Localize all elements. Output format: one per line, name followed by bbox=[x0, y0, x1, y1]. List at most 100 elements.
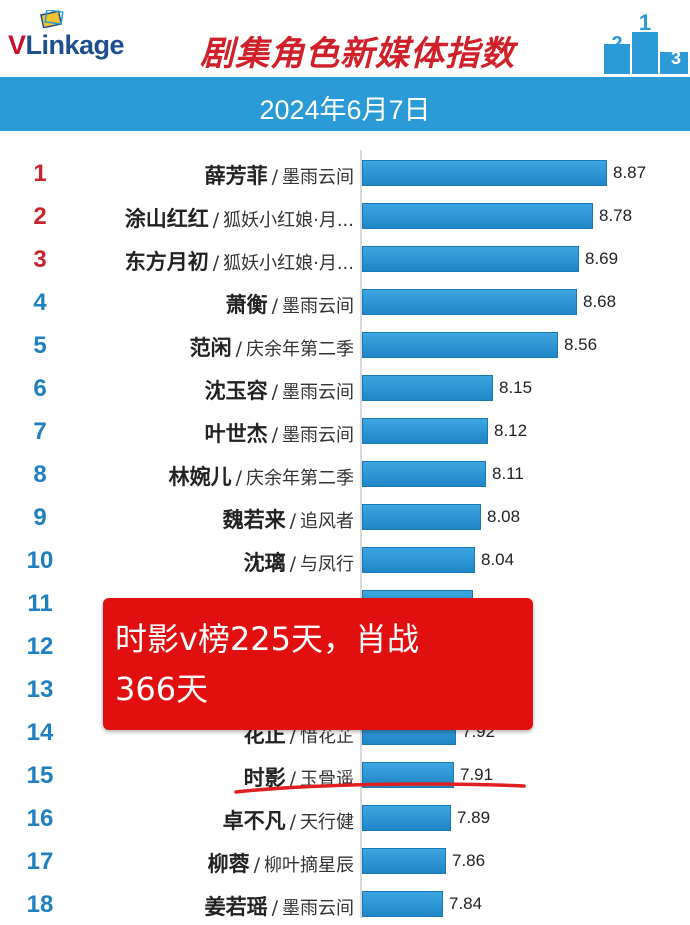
label-separator: / bbox=[253, 854, 260, 876]
logo-v: V bbox=[8, 30, 26, 60]
axis-line bbox=[360, 150, 362, 918]
rank-number: 15 bbox=[26, 762, 54, 789]
row-label: 林婉儿 / 庆余年第二季 bbox=[169, 461, 354, 491]
value-label: 8.56 bbox=[564, 335, 598, 354]
value-bar bbox=[362, 504, 481, 530]
rank-number: 7 bbox=[33, 418, 47, 445]
character-name: 萧衡 bbox=[225, 293, 268, 317]
row-label: 柳蓉 / 柳叶摘星辰 bbox=[208, 848, 354, 878]
value-label: 7.86 bbox=[452, 851, 486, 870]
row-label: 沈玉容 / 墨雨云间 bbox=[205, 375, 354, 405]
character-name: 柳蓉 bbox=[207, 852, 250, 876]
value-bar bbox=[362, 332, 558, 358]
logo-text: Linkage bbox=[25, 30, 125, 60]
caption-overlay: 时影v榜225天，肖战 366天 bbox=[103, 598, 533, 730]
row-label: 叶世杰 / 墨雨云间 bbox=[205, 418, 354, 448]
value-label: 8.04 bbox=[481, 550, 515, 569]
character-name: 东方月初 bbox=[124, 250, 209, 274]
label-separator: / bbox=[289, 553, 296, 575]
value-bar bbox=[362, 418, 488, 444]
podium-icon: 2 1 3 bbox=[604, 10, 688, 74]
character-name: 薛芳菲 bbox=[204, 164, 268, 188]
chart-row: 7 叶世杰 / 墨雨云间 8.12 bbox=[0, 412, 690, 452]
value-bar bbox=[362, 160, 607, 186]
value-label: 8.15 bbox=[499, 378, 533, 397]
podium-first: 1 bbox=[639, 10, 651, 35]
value-label: 7.91 bbox=[460, 765, 494, 784]
show-name: 墨雨云间 bbox=[282, 167, 354, 188]
value-bar bbox=[362, 246, 579, 272]
character-name: 魏若来 bbox=[222, 508, 286, 532]
label-separator: / bbox=[212, 209, 220, 231]
chart-row: 4 萧衡 / 墨雨云间 8.68 bbox=[0, 283, 690, 323]
row-label: 东方月初 / 狐妖小红娘·月... bbox=[125, 246, 354, 276]
podium-second: 2 bbox=[611, 33, 622, 55]
rank-number: 16 bbox=[26, 805, 54, 832]
value-bar bbox=[362, 203, 593, 229]
label-separator: / bbox=[271, 424, 278, 446]
label-separator: / bbox=[271, 295, 278, 317]
label-separator: / bbox=[235, 338, 242, 360]
value-bar bbox=[362, 848, 446, 874]
podium-third: 3 bbox=[671, 48, 681, 68]
show-name: 庆余年第二季 bbox=[246, 339, 354, 360]
rank-number: 14 bbox=[26, 719, 54, 746]
chart-row: 16 卓不凡 / 天行健 7.89 bbox=[0, 799, 690, 839]
value-label: 8.08 bbox=[487, 507, 521, 526]
row-label: 魏若来 / 追风者 bbox=[223, 504, 354, 534]
rank-number: 1 bbox=[33, 160, 47, 187]
value-bar bbox=[362, 289, 577, 315]
rank-number: 3 bbox=[33, 246, 47, 273]
label-separator: / bbox=[289, 510, 296, 532]
date-banner bbox=[0, 77, 690, 131]
show-name: 狐妖小红娘·月... bbox=[223, 210, 354, 231]
rank-number: 4 bbox=[33, 289, 47, 316]
rank-number: 12 bbox=[26, 633, 54, 660]
rank-number: 6 bbox=[33, 375, 47, 402]
character-name: 沈璃 bbox=[243, 551, 286, 575]
show-name: 与凤行 bbox=[300, 554, 354, 575]
rank-number: 11 bbox=[27, 590, 53, 617]
brand-logo: VLinkage bbox=[8, 30, 125, 61]
show-name: 天行健 bbox=[300, 812, 354, 833]
label-separator: / bbox=[212, 252, 220, 274]
value-bar bbox=[362, 375, 493, 401]
character-name: 叶世杰 bbox=[204, 422, 268, 446]
chart-row: 5 范闲 / 庆余年第二季 8.56 bbox=[0, 326, 690, 366]
rank-number: 10 bbox=[26, 547, 54, 574]
character-name: 姜若瑶 bbox=[204, 895, 268, 919]
header: VLinkage 剧集角色新媒体指数 2 1 3 bbox=[0, 0, 690, 76]
chart-row: 3 东方月初 / 狐妖小红娘·月... 8.69 bbox=[0, 240, 690, 280]
row-label: 范闲 / 庆余年第二季 bbox=[190, 332, 354, 362]
page-title: 剧集角色新媒体指数 bbox=[200, 34, 515, 74]
value-label: 8.78 bbox=[599, 206, 633, 225]
rank-number: 5 bbox=[33, 332, 47, 359]
chart-row: 17 柳蓉 / 柳叶摘星辰 7.86 bbox=[0, 842, 690, 882]
row-label: 姜若瑶 / 墨雨云间 bbox=[205, 891, 354, 921]
rank-number: 13 bbox=[26, 676, 54, 703]
show-name: 墨雨云间 bbox=[282, 296, 354, 317]
chart-row: 9 魏若来 / 追风者 8.08 bbox=[0, 498, 690, 538]
show-name: 惜花芷 bbox=[300, 726, 354, 747]
show-name: 柳叶摘星辰 bbox=[264, 855, 354, 876]
show-name: 庆余年第二季 bbox=[246, 468, 354, 489]
character-name: 卓不凡 bbox=[222, 809, 286, 833]
row-label: 薛芳菲 / 墨雨云间 bbox=[205, 160, 354, 190]
chart-row: 10 沈璃 / 与凤行 8.04 bbox=[0, 541, 690, 581]
label-separator: / bbox=[271, 897, 278, 919]
rank-number: 8 bbox=[33, 461, 47, 488]
value-label: 8.12 bbox=[494, 421, 528, 440]
value-label: 8.68 bbox=[583, 292, 617, 311]
chart-row: 18 姜若瑶 / 墨雨云间 7.84 bbox=[0, 885, 690, 925]
character-name: 林婉儿 bbox=[168, 465, 232, 489]
label-separator: / bbox=[289, 768, 296, 790]
label-separator: / bbox=[271, 381, 278, 403]
show-name: 狐妖小红娘·月... bbox=[223, 253, 354, 274]
date-label: 2024年6月7日 bbox=[259, 95, 431, 125]
caption-text: 时影v榜225天，肖战 366天 bbox=[115, 620, 420, 708]
logo-mark-icon bbox=[40, 10, 64, 28]
value-label: 7.84 bbox=[449, 894, 483, 913]
value-label: 8.87 bbox=[613, 163, 647, 182]
character-name: 沈玉容 bbox=[204, 379, 268, 403]
label-separator: / bbox=[289, 811, 296, 833]
